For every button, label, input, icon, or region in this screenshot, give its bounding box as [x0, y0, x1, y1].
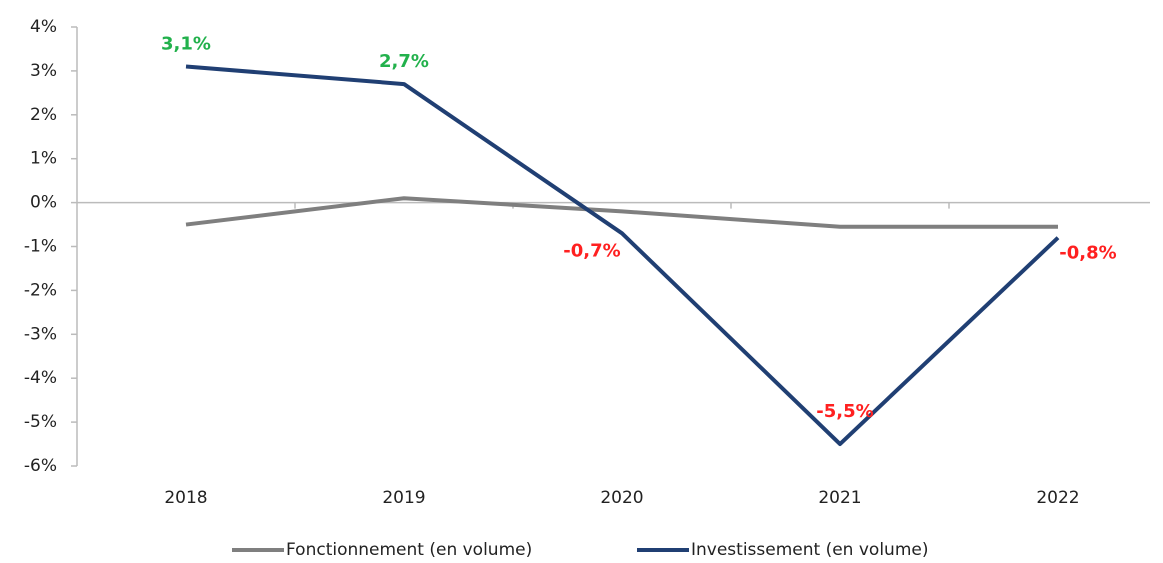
line: [185, 196, 1058, 229]
y-tick-label: 3%: [30, 61, 57, 81]
y-tick-label: 1%: [30, 149, 57, 169]
x-tick-label: 2019: [382, 488, 425, 508]
y-tick-label: -5%: [24, 412, 57, 432]
y-tick-label: -4%: [24, 368, 57, 388]
x-tick-label: 2022: [1036, 488, 1079, 508]
legend-label: Investissement (en volume): [691, 540, 928, 560]
y-tick-label: 0%: [30, 193, 57, 213]
y-tick-label: 2%: [30, 105, 57, 125]
line: [185, 64, 1060, 447]
x-tick-label: 2021: [818, 488, 861, 508]
y-tick-label: -1%: [24, 237, 57, 257]
data-label: -0,7%: [563, 240, 620, 261]
x-tick-label: 2020: [600, 488, 643, 508]
y-tick-label: 4%: [30, 17, 57, 37]
data-label: 3,1%: [161, 34, 211, 55]
data-label: 2,7%: [379, 51, 429, 72]
x-tick-label: 2018: [164, 488, 207, 508]
data-label: -5,5%: [816, 401, 873, 422]
y-tick-label: -6%: [24, 456, 57, 476]
y-tick-label: -3%: [24, 324, 57, 344]
data-label: -0,8%: [1059, 243, 1116, 264]
legend-label: Fonctionnement (en volume): [286, 540, 532, 560]
y-tick-label: -2%: [24, 280, 57, 300]
